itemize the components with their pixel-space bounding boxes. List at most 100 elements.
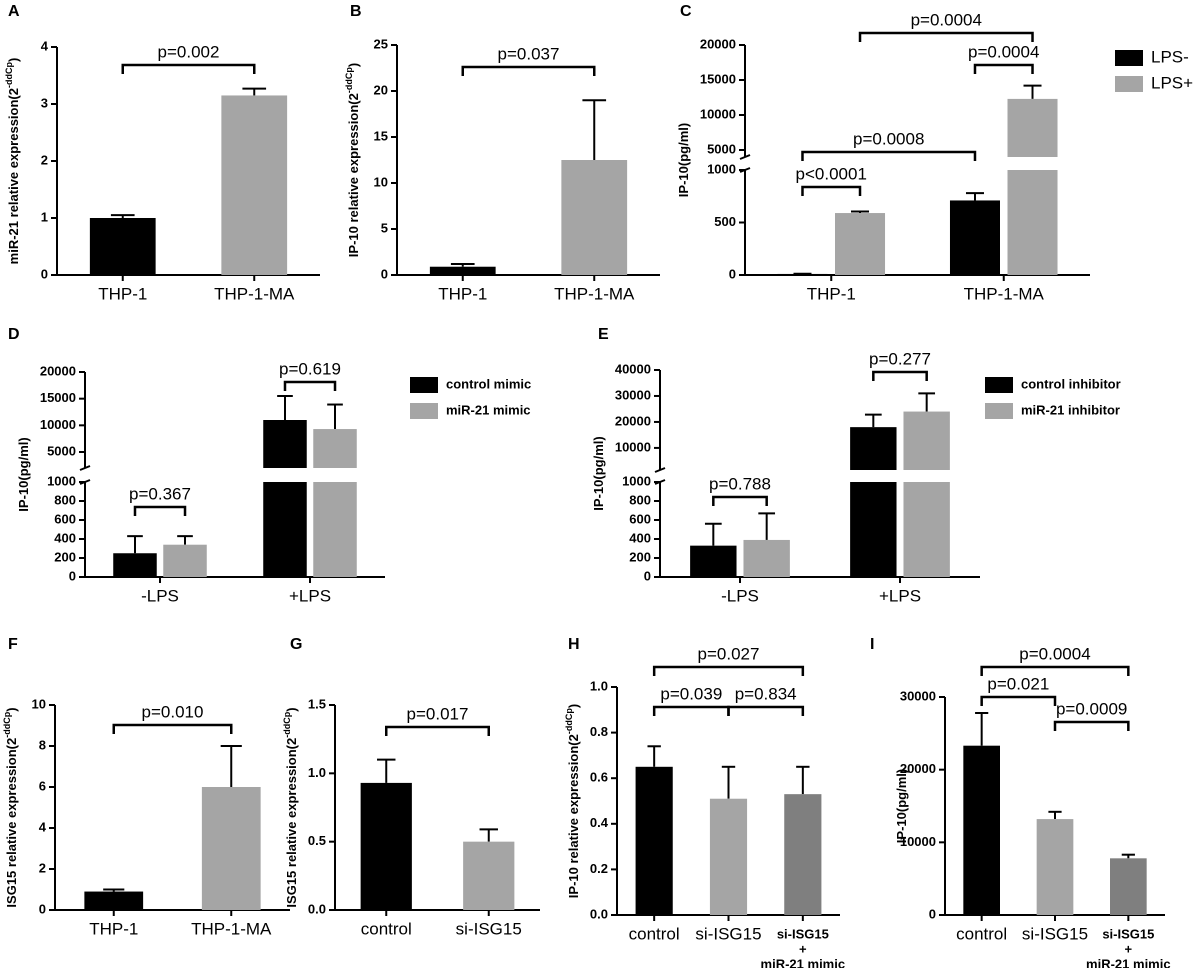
y-axis-label-part: IP-10(pg/ml) bbox=[16, 437, 31, 511]
p-value: p=0.017 bbox=[407, 704, 469, 723]
x-tick-label: + bbox=[1125, 941, 1133, 956]
y-axis-label-part: IP-10(pg/ml) bbox=[676, 123, 691, 197]
y-axis-label: ISG15 relative expression(2-ddCp) bbox=[2, 707, 19, 907]
x-tick-label: -LPS bbox=[721, 586, 759, 605]
y-axis-label-part: IP-10(pg/ml) bbox=[591, 436, 606, 510]
bar bbox=[635, 766, 673, 915]
x-tick-label: control bbox=[629, 924, 680, 943]
legend-label: LPS+ bbox=[1151, 73, 1193, 92]
p-value: p=0.619 bbox=[279, 359, 341, 378]
significance-bracket bbox=[980, 665, 1130, 676]
y-axis-label-part: ) bbox=[284, 707, 299, 711]
panel-letter: B bbox=[350, 3, 362, 20]
x-tick-label: si-ISG15 bbox=[1022, 924, 1088, 943]
y-axis-label: IP-10 relative expression(2-ddCp) bbox=[344, 63, 361, 257]
y-tick-label: 30000 bbox=[900, 688, 936, 703]
p-value: p=0.0004 bbox=[911, 10, 982, 29]
y-tick-label: 0 bbox=[39, 901, 46, 916]
y-axis-label: IP-10 relative expression(2-ddCp) bbox=[564, 704, 581, 898]
legend-label: control inhibitor bbox=[1021, 376, 1121, 391]
x-tick-label: THP-1-MA bbox=[191, 919, 272, 938]
x-tick-label: -LPS bbox=[141, 586, 179, 605]
significance-bracket bbox=[652, 705, 730, 716]
y-tick-label: 400 bbox=[629, 530, 651, 545]
bar bbox=[743, 539, 790, 577]
y-tick-label: 5 bbox=[381, 220, 388, 235]
bar bbox=[263, 482, 307, 577]
axis-break bbox=[739, 154, 751, 160]
p-value: p=0.027 bbox=[698, 644, 760, 663]
y-tick-label: 800 bbox=[54, 492, 76, 507]
panel-letter: F bbox=[8, 636, 18, 653]
significance-bracket bbox=[872, 370, 928, 381]
y-axis-label: IP-10(pg/ml) bbox=[16, 437, 31, 511]
legend-swatch bbox=[410, 403, 438, 419]
y-tick-label: 20 bbox=[374, 82, 388, 97]
y-tick-label: 4 bbox=[39, 819, 47, 834]
x-tick-label: THP-1 bbox=[438, 284, 487, 303]
bar bbox=[89, 218, 156, 275]
y-axis-label-part: IP-10 relative expression(2 bbox=[346, 93, 361, 257]
x-tick-label: si-ISG15 bbox=[1102, 926, 1154, 941]
y-axis-label-part: -ddCp bbox=[282, 711, 292, 737]
panel-letter: I bbox=[870, 636, 874, 653]
significance-bracket bbox=[1053, 720, 1130, 731]
panel-letter: A bbox=[8, 3, 20, 20]
p-value: p=0.0004 bbox=[1019, 644, 1090, 663]
y-axis-label-part: ISG15 relative expression(2 bbox=[284, 738, 299, 908]
y-tick-label: 0 bbox=[644, 568, 651, 583]
bar bbox=[777, 273, 828, 275]
y-tick-label: 3 bbox=[41, 95, 48, 110]
x-tick-label: THP-1-MA bbox=[964, 284, 1045, 303]
y-axis-label-part: ) bbox=[566, 704, 581, 708]
y-tick-label: 1000 bbox=[707, 161, 736, 176]
p-value: p=0.037 bbox=[498, 44, 560, 63]
significance-bracket bbox=[652, 665, 805, 676]
x-tick-label: miR-21 mimic bbox=[761, 956, 846, 968]
bar bbox=[709, 798, 748, 915]
y-axis-label-part: IP-10(pg/ml) bbox=[894, 769, 909, 843]
panel-letter: E bbox=[598, 326, 609, 343]
bar bbox=[113, 553, 157, 577]
x-tick-label: + bbox=[799, 941, 807, 956]
y-tick-label: 20000 bbox=[700, 36, 736, 51]
bar bbox=[784, 794, 822, 915]
significance-bracket bbox=[801, 185, 862, 196]
x-tick-label: THP-1-MA bbox=[554, 284, 635, 303]
bar bbox=[1007, 98, 1058, 157]
significance-bracket bbox=[858, 31, 1034, 42]
legend-swatch bbox=[1115, 50, 1143, 66]
bar bbox=[1007, 170, 1058, 275]
y-tick-label: 5000 bbox=[707, 141, 736, 156]
y-tick-label: 1 bbox=[41, 209, 48, 224]
y-tick-label: 0.6 bbox=[590, 770, 608, 785]
y-tick-label: 25 bbox=[374, 36, 388, 51]
legend-label: control mimic bbox=[446, 376, 531, 391]
significance-bracket bbox=[980, 695, 1057, 706]
y-tick-label: 20000 bbox=[615, 413, 651, 428]
bar bbox=[850, 427, 897, 470]
x-tick-label: control bbox=[361, 919, 412, 938]
x-tick-label: control bbox=[956, 924, 1007, 943]
bar bbox=[963, 745, 1000, 915]
y-tick-label: 600 bbox=[629, 511, 651, 526]
y-tick-label: 30000 bbox=[615, 387, 651, 402]
significance-bracket bbox=[283, 380, 337, 391]
y-axis-label-part: -ddCp bbox=[4, 62, 14, 88]
panel-letter: H bbox=[568, 636, 580, 653]
y-tick-label: 4 bbox=[41, 38, 49, 53]
y-tick-label: 600 bbox=[54, 511, 76, 526]
legend-label: LPS- bbox=[1151, 47, 1189, 66]
bar bbox=[313, 482, 357, 577]
significance-bracket bbox=[973, 63, 1034, 74]
bar bbox=[429, 266, 496, 275]
x-tick-label: miR-21 mimic bbox=[1086, 956, 1171, 968]
p-value: p=0.0004 bbox=[968, 42, 1039, 61]
y-tick-label: 6 bbox=[39, 778, 46, 793]
y-axis-label-part: -ddCp bbox=[2, 711, 12, 737]
y-axis-label-part: IP-10 relative expression(2 bbox=[566, 734, 581, 898]
p-value: p=0.834 bbox=[735, 684, 797, 703]
y-tick-label: 2 bbox=[41, 152, 48, 167]
y-axis-label: IP-10(pg/ml) bbox=[894, 769, 909, 843]
y-axis-label-part: ) bbox=[346, 63, 361, 67]
